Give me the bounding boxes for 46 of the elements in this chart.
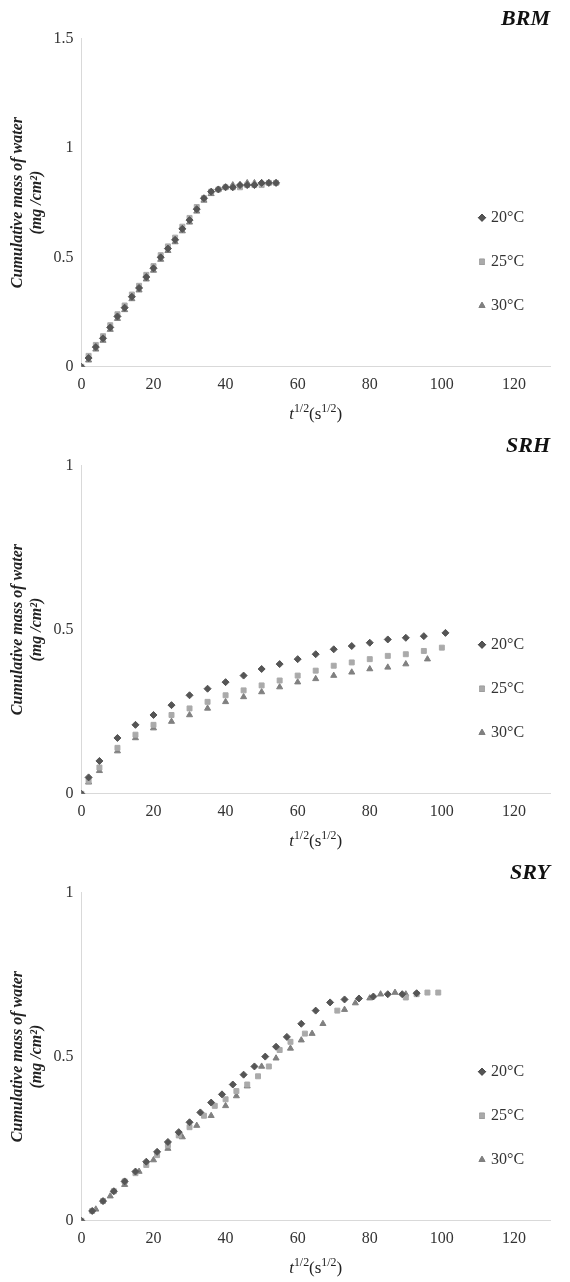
x-tick-label: 120 bbox=[501, 801, 526, 819]
chart-title: SRY bbox=[510, 858, 553, 884]
x-tick-label: 120 bbox=[501, 374, 526, 392]
x-tick-label: 80 bbox=[361, 801, 378, 819]
legend-label: 20°C bbox=[491, 207, 525, 225]
x-tick-label: 80 bbox=[361, 374, 378, 392]
y-tick-label: 0.5 bbox=[53, 1046, 74, 1064]
legend-label: 30°C bbox=[491, 722, 525, 740]
x-tick-label: 120 bbox=[501, 1228, 526, 1246]
x-tick-label: 40 bbox=[217, 1228, 234, 1246]
x-tick-label: 100 bbox=[429, 374, 454, 392]
legend-label: 30°C bbox=[491, 295, 525, 313]
x-tick-label: 0 bbox=[77, 374, 86, 392]
x-tick-label: 60 bbox=[289, 801, 306, 819]
legend-label: 30°C bbox=[491, 1149, 525, 1167]
legend-label: 20°C bbox=[491, 634, 525, 652]
x-tick-label: 40 bbox=[217, 801, 234, 819]
legend-label: 25°C bbox=[491, 251, 525, 269]
y-tick-label: 1 bbox=[65, 455, 74, 473]
legend-label: 25°C bbox=[491, 1105, 525, 1123]
x-tick-label: 0 bbox=[77, 1228, 86, 1246]
y-tick-label: 1.5 bbox=[53, 28, 74, 46]
chart-title: BRM bbox=[500, 4, 552, 30]
y-axis-title: Cumulative mass of water (mg /cm²) bbox=[7, 970, 45, 1143]
legend-label: 20°C bbox=[491, 1061, 525, 1079]
x-tick-label: 20 bbox=[145, 374, 162, 392]
x-tick-label: 100 bbox=[429, 1228, 454, 1246]
x-tick-label: 40 bbox=[217, 374, 234, 392]
y-tick-label: 1 bbox=[65, 882, 74, 900]
y-axis-title: Cumulative mass of water (mg /cm²) bbox=[7, 543, 45, 716]
y-axis-title: Cumulative mass of water (mg /cm²) bbox=[7, 116, 45, 289]
x-tick-label: 20 bbox=[145, 1228, 162, 1246]
y-tick-label: 0 bbox=[65, 357, 74, 374]
x-tick-label: 0 bbox=[77, 801, 86, 819]
y-tick-label: 1 bbox=[65, 138, 74, 156]
x-tick-label: 80 bbox=[361, 1228, 378, 1246]
y-tick-label: 0.5 bbox=[53, 247, 74, 265]
x-tick-label: 20 bbox=[145, 801, 162, 819]
x-tick-label: 60 bbox=[289, 1228, 306, 1246]
y-tick-label: 0 bbox=[65, 784, 74, 801]
x-tick-label: 60 bbox=[289, 374, 306, 392]
y-tick-label: 0.5 bbox=[53, 619, 74, 637]
y-tick-label: 0 bbox=[65, 1211, 74, 1228]
chart-title: SRH bbox=[505, 431, 551, 457]
x-tick-label: 100 bbox=[429, 801, 454, 819]
legend-label: 25°C bbox=[491, 678, 525, 696]
